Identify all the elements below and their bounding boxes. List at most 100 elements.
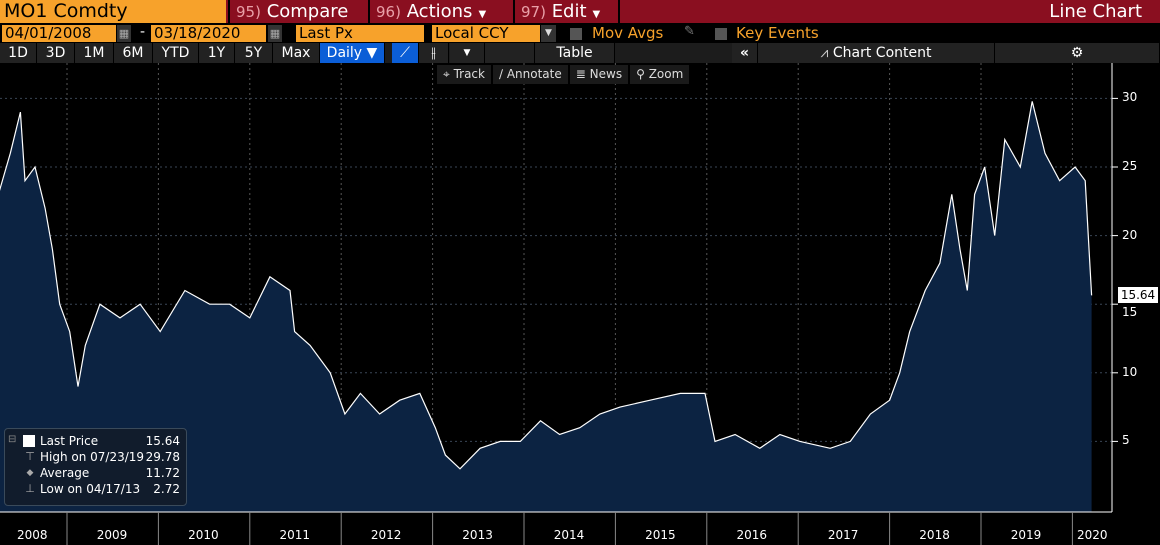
price-area (0, 101, 1092, 512)
chart-content-button[interactable]: ⩘ Chart Content (758, 43, 995, 63)
price-line (0, 101, 1093, 470)
x-tick-label: 2009 (96, 528, 128, 542)
zoom-label: Zoom (648, 67, 684, 81)
mov-avgs-checkbox[interactable] (570, 28, 582, 40)
table-button[interactable]: Table (535, 43, 615, 63)
start-date-input[interactable]: 04/01/2008 (2, 25, 116, 42)
compare-button[interactable]: 95) Compare (228, 0, 366, 23)
legend-value: 2.72 (153, 482, 180, 496)
pencil-icon[interactable]: ✎ (684, 24, 695, 39)
gear-icon[interactable]: ⚙ (995, 43, 1160, 63)
x-tick-label: 2017 (827, 528, 859, 542)
ticker-input[interactable]: MO1 Comdty (0, 0, 226, 23)
period-6m[interactable]: 6M (114, 43, 153, 63)
collapse-tree-icon[interactable]: ⊟ (8, 434, 17, 445)
currency-select[interactable]: Local CCY (432, 25, 540, 42)
news-label: News (589, 67, 623, 81)
last-price-swatch (23, 435, 35, 447)
chevron-down-icon[interactable]: ▼ (450, 43, 485, 63)
chart-tools: ⌖ Track ∕ Annotate ≣ News ⚲ Zoom (437, 65, 690, 84)
edit-button[interactable]: 97) Edit ▼ (513, 0, 620, 23)
bar-chart-icon[interactable]: ⫲ (419, 43, 449, 63)
actions-button[interactable]: 96) Actions ▼ (368, 0, 511, 23)
x-tick-label: 2010 (188, 528, 219, 542)
crosshair-icon: ⌖ (443, 67, 454, 81)
legend-label: Average (40, 466, 90, 480)
x-tick-label: 2011 (279, 528, 311, 542)
y-tick-label: 15 (1122, 305, 1138, 320)
legend-value: 15.64 (145, 434, 180, 448)
high-marker-icon: ⊤ (25, 450, 35, 463)
legend-label: High on 07/23/19 (40, 450, 145, 464)
frequency-select[interactable]: Daily ▼ (320, 43, 385, 63)
edit-label: Edit (551, 1, 587, 22)
track-label: Track (453, 67, 485, 81)
news-icon: ≣ (575, 67, 590, 81)
legend-label: Low on 04/17/13 (40, 482, 141, 496)
chevron-down-icon: ▼ (478, 9, 487, 20)
chart-type-title: Line Chart (1049, 1, 1142, 22)
zoom-button[interactable]: ⚲ Zoom (630, 65, 690, 84)
chart-content-icon: ⩘ (820, 45, 833, 61)
compare-num: 95) (236, 3, 261, 21)
legend-high: High on 07/23/19 29.78 (40, 449, 180, 465)
x-tick-label: 2020 (1077, 528, 1108, 542)
track-button[interactable]: ⌖ Track (437, 65, 491, 84)
x-tick-label: 2008 (17, 528, 48, 542)
collapse-button[interactable]: « (732, 43, 758, 63)
x-tick-label: 2015 (645, 528, 676, 542)
calendar-icon[interactable]: ▦ (117, 25, 131, 42)
field-input[interactable]: Last Px (296, 25, 424, 42)
x-tick-label: 2012 (370, 528, 402, 542)
key-events-label: Key Events (736, 24, 819, 42)
x-tick-label: 2013 (462, 528, 493, 542)
period-1d[interactable]: 1D (0, 43, 37, 63)
y-tick-label: 5 (1122, 433, 1130, 448)
x-tick-label: 2018 (919, 528, 950, 542)
y-tick-label: 10 (1122, 364, 1138, 379)
annotate-label: Annotate (506, 67, 562, 81)
key-events-checkbox[interactable] (715, 28, 727, 40)
legend-average: Average 11.72 (40, 465, 180, 481)
annotate-button[interactable]: ∕ Annotate (492, 65, 568, 84)
y-tick-label: 20 (1122, 227, 1138, 242)
toolbar-spacer (485, 43, 535, 63)
axis-ticks (66, 97, 1118, 545)
news-button[interactable]: ≣ News (569, 65, 629, 84)
period-1m[interactable]: 1M (75, 43, 114, 63)
line-chart-icon[interactable]: ⟋ (392, 43, 419, 63)
mov-avgs-label: Mov Avgs (592, 24, 664, 42)
compare-label: Compare (266, 1, 349, 22)
period-max[interactable]: Max (273, 43, 320, 63)
header-bar (0, 0, 1160, 23)
y-tick-label: 30 (1122, 90, 1138, 105)
period-ytd[interactable]: YTD (153, 43, 199, 63)
y-tick-label: 25 (1122, 159, 1138, 173)
legend-last-price: Last Price 15.64 (40, 433, 180, 449)
chevron-down-icon[interactable]: ▼ (541, 25, 556, 42)
x-axis-strip (0, 512, 1160, 545)
magnifier-icon: ⚲ (636, 67, 649, 81)
edit-num: 97) (521, 3, 546, 21)
actions-num: 96) (376, 3, 401, 21)
legend-label: Last Price (40, 434, 99, 448)
end-date-input[interactable]: 03/18/2020 (151, 25, 266, 42)
legend: ⊟ Last Price 15.64 ⊤ High on 07/23/19 29.7… (4, 428, 187, 506)
price-chart (0, 63, 1160, 545)
date-dash: - (140, 24, 146, 40)
actions-label: Actions (406, 1, 473, 22)
period-5y[interactable]: 5Y (235, 43, 273, 63)
x-tick-label: 2014 (553, 528, 585, 542)
legend-value: 29.78 (145, 450, 180, 464)
legend-low: Low on 04/17/13 2.72 (40, 481, 180, 497)
period-1y[interactable]: 1Y (199, 43, 235, 63)
period-3d[interactable]: 3D (37, 43, 75, 63)
legend-value: 11.72 (145, 466, 180, 480)
average-marker-icon: ◆ (26, 468, 34, 478)
chevron-down-icon: ▼ (592, 9, 601, 20)
pencil-icon: ∕ (498, 67, 507, 81)
last-price-label: 15.64 (1118, 287, 1158, 304)
calendar-icon[interactable]: ▦ (268, 25, 282, 42)
low-marker-icon: ⊥ (25, 482, 35, 495)
chart-content-label: Chart Content (832, 45, 932, 61)
